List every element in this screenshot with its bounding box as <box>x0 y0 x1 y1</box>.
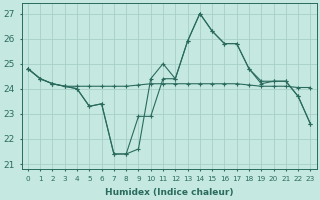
X-axis label: Humidex (Indice chaleur): Humidex (Indice chaleur) <box>105 188 233 197</box>
